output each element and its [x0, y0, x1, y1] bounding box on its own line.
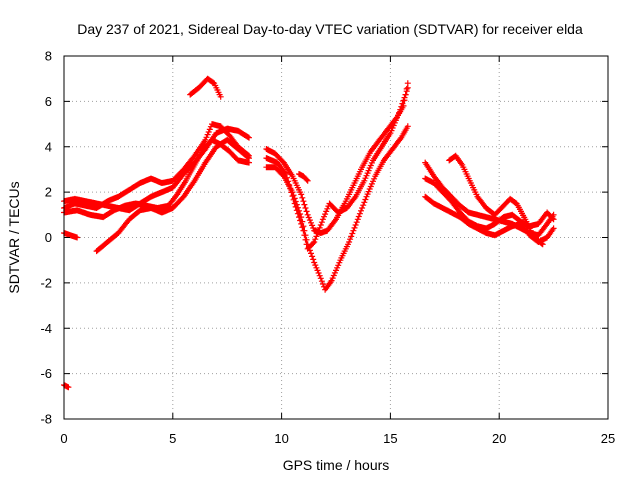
- point-markers: [446, 152, 546, 248]
- y-tick-label: -4: [40, 321, 52, 336]
- x-tick-label: 10: [274, 431, 288, 446]
- data-points: [61, 75, 557, 391]
- x-tick-label: 20: [492, 431, 506, 446]
- y-tick-label: -2: [40, 275, 52, 290]
- point-markers: [263, 84, 411, 252]
- x-tick-label: 0: [60, 431, 67, 446]
- y-tick-label: 2: [45, 185, 52, 200]
- axis-ticks: 0 5 10 15 20 25 -8 -6 -4 -2 0 2 4 6 8: [40, 49, 615, 447]
- series-track-5: [187, 75, 224, 100]
- series-track-10: [263, 84, 411, 252]
- series-track-3: [61, 125, 252, 214]
- grid-lines: [64, 56, 608, 419]
- y-tick-label: -8: [40, 412, 52, 427]
- x-tick-label: 25: [601, 431, 615, 446]
- y-axis-label: SDTVAR / TECUs: [6, 181, 22, 293]
- y-tick-label: 4: [45, 139, 52, 154]
- x-tick-label: 5: [169, 431, 176, 446]
- point-markers: [93, 136, 252, 255]
- series-track-9: [263, 123, 411, 293]
- y-tick-label: -6: [40, 366, 52, 381]
- series-track-4: [93, 136, 252, 255]
- x-axis-label: GPS time / hours: [283, 457, 390, 473]
- chart-title: Day 237 of 2021, Sidereal Day-to-day VTE…: [77, 21, 583, 37]
- point-markers: [61, 382, 72, 391]
- point-markers: [263, 123, 411, 293]
- point-markers: [61, 125, 252, 214]
- series-track-7: [61, 382, 72, 391]
- series-track-15: [446, 152, 546, 248]
- x-tick-label: 15: [383, 431, 397, 446]
- y-tick-label: 0: [45, 230, 52, 245]
- y-tick-label: 6: [45, 94, 52, 109]
- point-markers: [296, 171, 311, 184]
- point-markers: [187, 75, 224, 100]
- series-track-1: [61, 121, 252, 211]
- y-tick-label: 8: [45, 49, 52, 64]
- series-track-11: [296, 171, 311, 184]
- point-markers: [61, 121, 252, 211]
